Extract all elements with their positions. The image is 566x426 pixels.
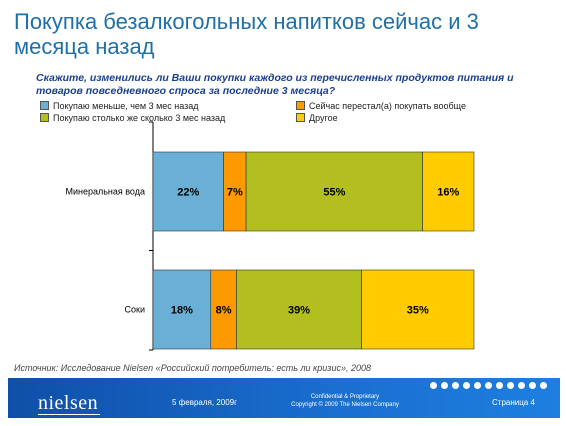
footer-date: 5 февраля, 2009г [172,398,238,407]
dot [441,382,448,389]
data-label: 39% [288,305,310,317]
dot [540,382,547,389]
data-label: 35% [407,305,429,317]
legend-swatch [40,101,49,110]
legend-swatch [40,113,49,122]
data-label: 16% [437,187,459,199]
legend-swatch [296,101,305,110]
legend-label: Сейчас перестал(а) покупать вообще [309,101,466,111]
slide-subtitle: Скажите, изменились ли Ваши покупки кажд… [36,72,514,97]
legend-item: Покупаю меньше, чем 3 мес назад [40,101,199,111]
bar-segment [152,151,224,232]
data-label: 18% [171,305,193,317]
dot [430,382,437,389]
copyright-text: Copyright © 2009 The Nielsen Company [291,402,399,408]
slide-title: Покупка безалкогольных напитков сейчас и… [14,9,479,59]
legend-item: Сейчас перестал(а) покупать вообще [296,101,466,111]
bar-segment [236,269,362,350]
source-note: Источник: Исследование Nielsen «Российск… [14,363,372,373]
legend-item: Другое [296,113,338,123]
dot [496,382,503,389]
confidential-text: Confidential & Proprietary [310,394,380,400]
data-label: 55% [323,187,345,199]
page-number: Страница 4 [492,398,535,407]
data-label: 22% [177,187,199,199]
legend-label: Покупаю меньше, чем 3 мес назад [53,101,199,111]
legend-item: Покупаю столько же сколько 3 мес назад [40,113,225,123]
data-label: 8% [216,305,232,317]
dot [518,382,525,389]
stacked-bar-chart: Минеральная вода 22% 7% 55% 16% Соки 18% 8% 39% 3… [65,121,475,351]
dot [463,382,470,389]
legend-swatch [296,113,305,122]
footer: nielsen 5 февраля, 2009г Confidential & … [0,378,566,426]
bar-segment [361,269,475,350]
footer-confidential: Confidential & Proprietary Copyright © 2… [290,393,400,409]
dot [507,382,514,389]
chart-legend: Покупаю меньше, чем 3 мес назад Сейчас п… [40,101,550,127]
dot [452,382,459,389]
category-label: Соки [125,305,145,315]
dot [529,382,536,389]
bar-segment [210,269,237,350]
nielsen-logo: nielsen [38,392,99,414]
logo-underline [38,414,100,415]
dot [474,382,481,389]
legend-label: Другое [309,113,338,123]
category-label: Минеральная вода [65,187,145,197]
dot [485,382,492,389]
data-label: 7% [227,187,243,199]
legend-label: Покупаю столько же сколько 3 мес назад [53,113,226,123]
bar-segment [152,269,212,350]
bar-segment [422,151,475,232]
